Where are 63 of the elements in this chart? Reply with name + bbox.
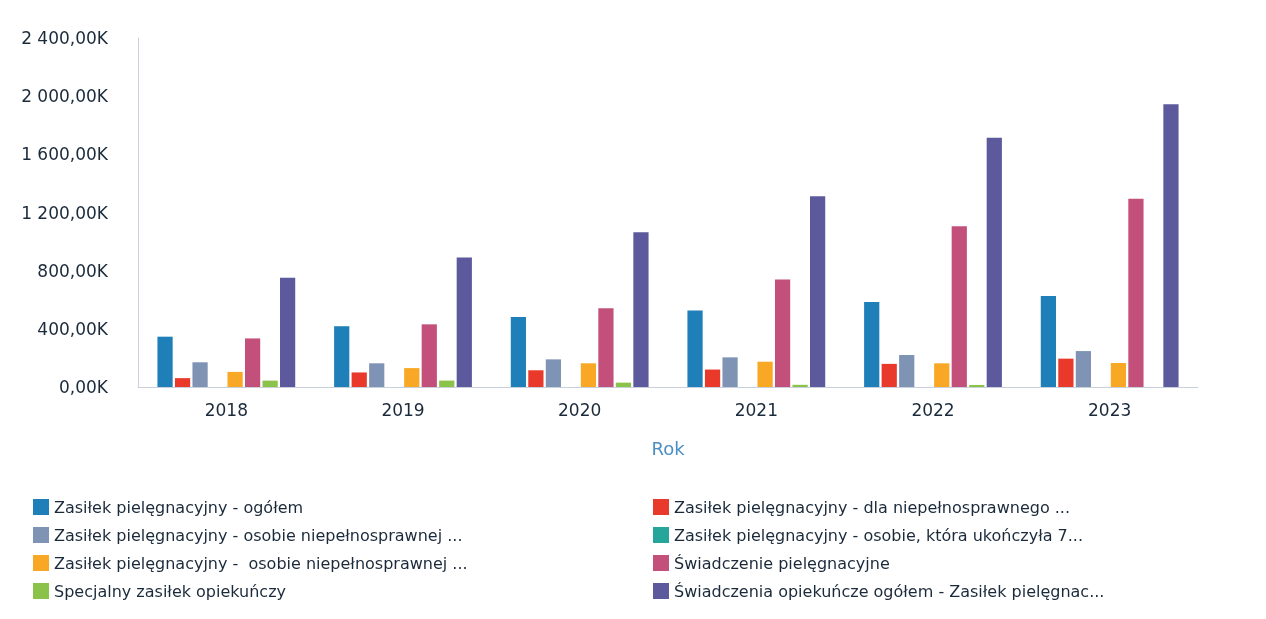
bar <box>262 380 278 387</box>
legend-label: Zasiłek pielęgnacyjny - dla niepełnosprawnego ... <box>674 497 1071 517</box>
bar <box>899 355 915 387</box>
bar <box>969 384 985 387</box>
y-tick-label: 2 000,00K <box>21 86 109 107</box>
x-tick-label: 2023 <box>1088 399 1132 420</box>
bar <box>351 372 367 387</box>
bar <box>986 137 1002 387</box>
legend-label: Świadczenia opiekuńcze ogółem - Zasiłek pielęgnac... <box>674 581 1105 601</box>
bar <box>1128 198 1144 387</box>
bar <box>280 277 296 387</box>
x-tick-label: 2021 <box>734 399 778 420</box>
bar <box>615 382 632 387</box>
bar <box>774 279 791 387</box>
bar <box>1040 296 1056 387</box>
bar <box>528 370 544 387</box>
bar <box>1110 363 1127 387</box>
bar <box>404 368 420 387</box>
bar <box>580 363 597 387</box>
bar <box>951 226 967 387</box>
x-tick-label: 2022 <box>911 399 955 420</box>
bar <box>687 310 703 387</box>
bar <box>792 384 808 387</box>
bar <box>598 308 614 387</box>
bar <box>439 380 455 387</box>
bar <box>810 196 826 387</box>
legend-label: Zasiłek pielęgnacyjny - osobie niepełnosprawnej ... <box>54 553 468 573</box>
legend-label: Zasiłek pielęgnacyjny - ogółem <box>54 497 304 517</box>
bar <box>369 363 385 387</box>
legend-label: Zasiłek pielęgnacyjny - osobie, która ukończyła 7... <box>674 525 1084 545</box>
bar <box>157 336 173 387</box>
bar <box>192 362 208 387</box>
bar <box>722 357 738 387</box>
y-tick-label: 800,00K <box>37 260 109 281</box>
legend-label: Zasiłek pielęgnacyjny - osobie niepełnosprawnej ... <box>54 525 463 545</box>
y-tick-label: 1 600,00K <box>21 144 109 165</box>
y-tick-label: 400,00K <box>37 318 109 339</box>
bar <box>174 378 191 387</box>
bar <box>757 361 773 387</box>
bar <box>545 359 562 387</box>
x-tick-label: 2019 <box>381 399 425 420</box>
bar <box>244 338 261 387</box>
bar <box>881 363 897 387</box>
y-tick-label: 2 400,00K <box>21 28 109 48</box>
bar <box>421 324 437 387</box>
y-tick-label: 1 200,00K <box>21 202 109 223</box>
bar <box>510 317 526 387</box>
bar <box>227 371 243 387</box>
y-tick-label: 0,00K <box>59 377 109 397</box>
bar <box>864 301 880 387</box>
bar <box>334 326 350 387</box>
legend-label: Świadczenie pielęgnacyjne <box>674 553 890 573</box>
x-tick-label: 2018 <box>204 399 248 420</box>
bar <box>633 232 649 387</box>
bar <box>456 257 472 387</box>
bar <box>1075 351 1092 387</box>
x-tick-label: 2020 <box>558 399 602 420</box>
bar <box>934 363 950 387</box>
x-axis-title: Rok <box>651 437 686 459</box>
bar <box>1163 104 1179 387</box>
bar <box>1058 358 1074 387</box>
bar <box>704 369 721 387</box>
legend-label: Specjalny zasiłek opiekuńczy <box>54 581 287 601</box>
